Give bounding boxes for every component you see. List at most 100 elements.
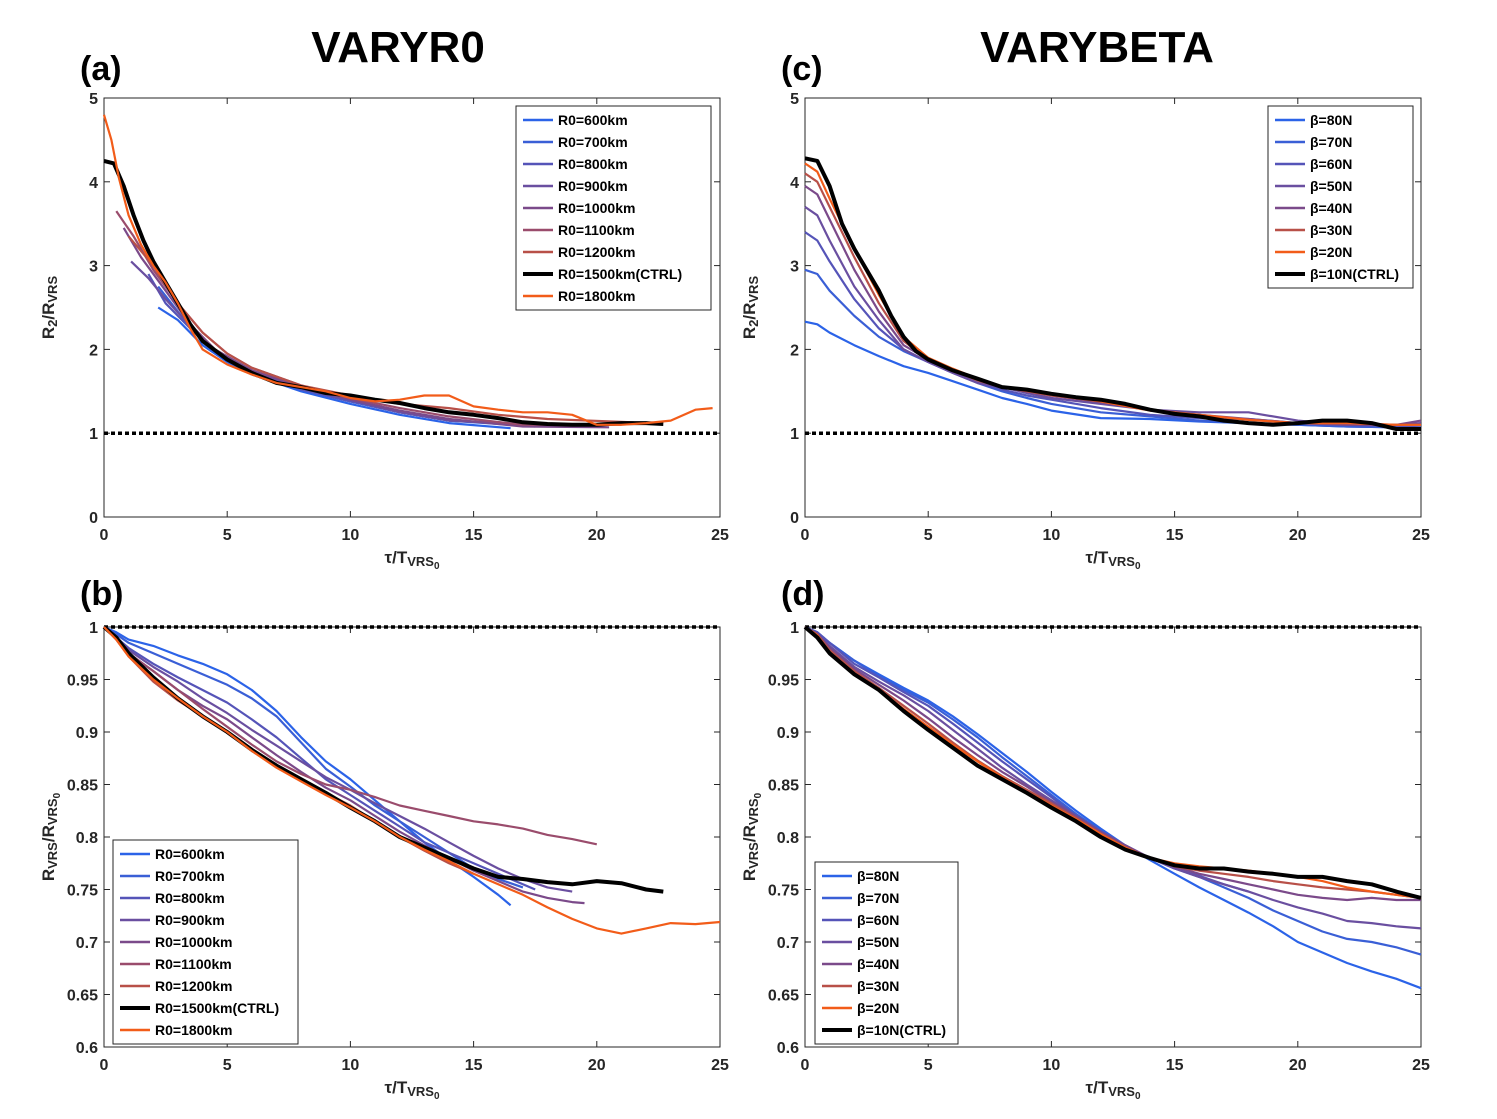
x-axis-label: τ/TVRS0 xyxy=(1085,548,1140,572)
y-tick-label: 3 xyxy=(89,259,98,276)
series-line-beta-80n xyxy=(804,625,1422,990)
legend: R0=600km R0=700km R0=800km R0=900km R0=1000k… xyxy=(112,839,299,1045)
y-axis-label: R2/RVRS xyxy=(740,276,761,340)
y-tick-label: 0.8 xyxy=(777,830,799,847)
x-tick-label: 0 xyxy=(801,527,810,544)
series-line-r0-1500km-ctrl xyxy=(103,158,664,427)
x-tick-label: 5 xyxy=(223,1057,232,1074)
legend-label: R0=1100km xyxy=(558,222,635,238)
legend-label: β=50N xyxy=(1310,178,1352,194)
legend: β=80N β=70N β=60N β=50N β=40N β=30N β=20N β=10N… xyxy=(814,861,959,1045)
legend-label: β=20N xyxy=(857,1000,899,1016)
y-tick-label: 4 xyxy=(790,175,799,192)
legend-label: R0=1000km xyxy=(155,934,232,950)
legend-box xyxy=(814,861,959,1045)
y-tick-label: 0.8 xyxy=(76,830,98,847)
x-tick-label: 0 xyxy=(801,1057,810,1074)
y-tick-label: 0.6 xyxy=(777,1040,799,1057)
series-line-beta-60n xyxy=(804,625,1249,893)
y-tick-label: 5 xyxy=(89,91,98,108)
legend-label: R0=1200km xyxy=(155,978,232,994)
y-tick-label: 1 xyxy=(89,620,98,637)
series-line-beta-10n-ctrl xyxy=(803,625,1422,900)
legend-label: β=60N xyxy=(857,912,899,928)
x-tick-label: 20 xyxy=(1289,527,1307,544)
y-tick-label: 2 xyxy=(89,342,98,359)
y-tick-label: 0.75 xyxy=(67,883,98,900)
legend-box xyxy=(1267,105,1414,289)
legend-label: R0=600km xyxy=(558,112,628,128)
y-tick-label: 0.7 xyxy=(76,935,98,952)
series-line-beta-20n xyxy=(804,626,1422,899)
legend-label: β=70N xyxy=(857,890,899,906)
x-tick-label: 15 xyxy=(465,527,483,544)
legend-label: β=30N xyxy=(1310,222,1352,238)
legend-label: β=40N xyxy=(857,956,899,972)
legend-label: R0=900km xyxy=(155,912,225,928)
y-tick-label: 3 xyxy=(790,259,799,276)
x-axis-label: τ/TVRS0 xyxy=(1085,1078,1140,1102)
axes-box xyxy=(103,97,721,518)
legend-label: β=10N(CTRL) xyxy=(857,1022,946,1038)
x-tick-label: 20 xyxy=(1289,1057,1307,1074)
legend-label: β=80N xyxy=(857,868,899,884)
y-tick-label: 1 xyxy=(790,426,799,443)
y-tick-label: 0.65 xyxy=(67,988,98,1005)
y-tick-label: 0.75 xyxy=(768,883,799,900)
legend-label: β=50N xyxy=(857,934,899,950)
y-tick-label: 1 xyxy=(790,620,799,637)
series-line-r0-1800km xyxy=(102,114,713,426)
y-axis-label: RVRS/RVRS0 xyxy=(740,792,764,881)
chart-panel: (a) 0 5 10 15 20 25 0 1 2 3 4 5 τ/TVRS0 R2/RVRS R0=600k… xyxy=(39,50,729,572)
x-tick-label: 20 xyxy=(588,527,606,544)
y-tick-label: 2 xyxy=(790,342,799,359)
legend-label: R0=1500km(CTRL) xyxy=(155,1000,279,1016)
y-tick-label: 0.7 xyxy=(777,935,799,952)
y-tick-label: 4 xyxy=(89,175,98,192)
y-tick-label: 0.85 xyxy=(67,778,98,795)
y-axis-label: RVRS/RVRS0 xyxy=(39,792,63,881)
x-tick-label: 25 xyxy=(1412,527,1430,544)
legend-label: R0=800km xyxy=(558,156,628,172)
x-tick-label: 25 xyxy=(711,527,729,544)
legend-label: β=80N xyxy=(1310,112,1352,128)
y-tick-label: 0.65 xyxy=(768,988,799,1005)
legend-label: β=10N(CTRL) xyxy=(1310,266,1399,282)
y-axis-label: R2/RVRS xyxy=(39,276,60,340)
x-tick-label: 0 xyxy=(100,527,109,544)
series-line-beta-40n xyxy=(804,626,1421,902)
y-tick-label: 0.6 xyxy=(76,1040,98,1057)
x-axis-label: τ/TVRS0 xyxy=(384,548,439,572)
x-tick-label: 5 xyxy=(924,1057,933,1074)
panel-label: (a) xyxy=(80,50,122,88)
y-tick-label: 0.95 xyxy=(768,673,799,690)
series-line-r0-1000km xyxy=(122,227,610,429)
legend-label: β=70N xyxy=(1310,134,1352,150)
legend-label: β=30N xyxy=(857,978,899,994)
x-tick-label: 10 xyxy=(1043,1057,1061,1074)
legend-label: β=20N xyxy=(1310,244,1352,260)
x-tick-label: 20 xyxy=(588,1057,606,1074)
legend-label: β=40N xyxy=(1310,200,1352,216)
column-title-varybeta: VARYBETA xyxy=(980,23,1214,72)
chart-panel: (c)0 5 10 15 20 25012345τ/TVRS0R2/RVRSβ=80Nβ=… xyxy=(740,50,1430,572)
x-axis-label: τ/TVRS0 xyxy=(384,1078,439,1102)
series-line-r0-800km xyxy=(103,626,536,891)
panel-label: (d) xyxy=(781,575,824,613)
legend-label: R0=1100km xyxy=(155,956,232,972)
series-line-r0-1800km xyxy=(103,626,721,935)
legend: β=80N β=70N β=60N β=50N β=40N β=30N β=20N β=10N… xyxy=(1267,105,1414,289)
y-tick-label: 0 xyxy=(790,510,799,527)
legend-label: R0=800km xyxy=(155,890,225,906)
legend-label: R0=700km xyxy=(155,868,225,884)
legend-label: R0=1800km xyxy=(155,1022,232,1038)
y-tick-label: 0.9 xyxy=(76,725,98,742)
y-tick-label: 0 xyxy=(89,510,98,527)
axes-box xyxy=(804,97,1422,518)
series-line-r0-900km xyxy=(103,626,573,893)
x-tick-label: 15 xyxy=(1166,527,1184,544)
x-tick-label: 10 xyxy=(1043,527,1061,544)
series-line-beta-30n xyxy=(804,626,1422,899)
y-tick-label: 5 xyxy=(790,91,799,108)
